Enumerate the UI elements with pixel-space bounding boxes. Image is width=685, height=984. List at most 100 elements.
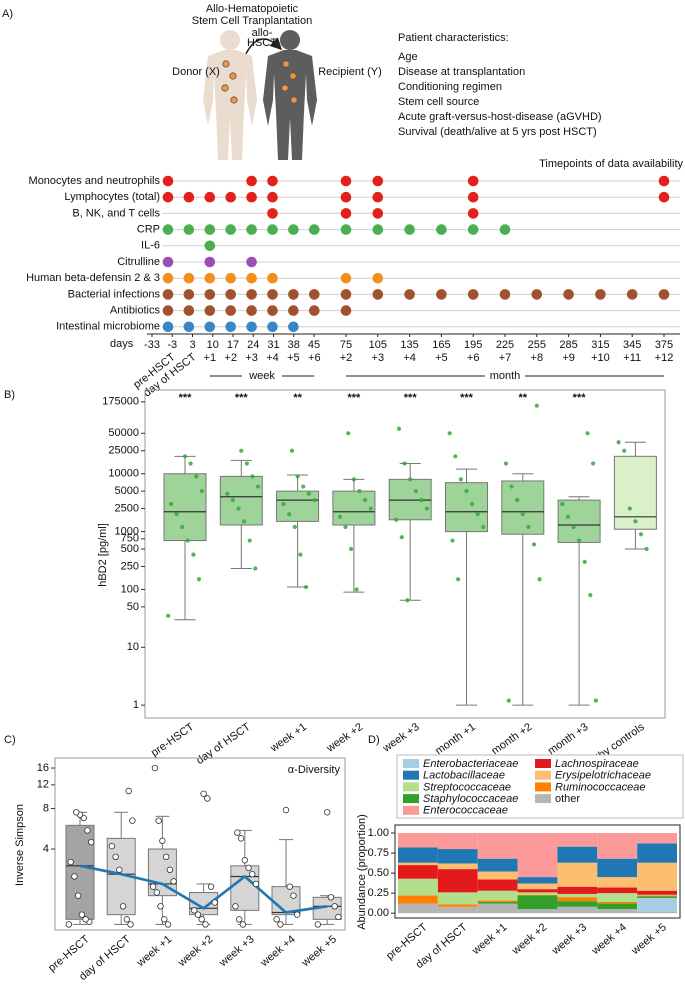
availability-dot bbox=[531, 289, 543, 300]
data-point bbox=[202, 921, 209, 928]
bar-segment bbox=[477, 879, 518, 891]
data-point bbox=[166, 866, 174, 874]
data-point bbox=[357, 489, 362, 494]
timepoint-label: +4 bbox=[403, 352, 416, 364]
timepoint-label: +2 bbox=[340, 352, 353, 364]
availability-dot bbox=[499, 289, 511, 300]
bar-segment bbox=[557, 833, 598, 847]
bar-segment bbox=[517, 833, 558, 878]
availability-dot bbox=[225, 191, 236, 203]
data-point bbox=[166, 613, 171, 618]
data-point bbox=[191, 907, 198, 914]
data-point bbox=[282, 806, 290, 814]
data-point bbox=[153, 889, 160, 896]
y-tick-label: 8 bbox=[43, 802, 49, 814]
availability-dot bbox=[626, 289, 638, 300]
data-point bbox=[560, 501, 565, 507]
data-point bbox=[180, 524, 185, 530]
data-point bbox=[157, 903, 164, 910]
timepoint-label: +5 bbox=[287, 352, 300, 364]
x-tick-label: month +1 bbox=[433, 721, 478, 757]
data-point bbox=[327, 894, 335, 901]
data-point bbox=[159, 837, 166, 845]
y-tick-label: 1 bbox=[133, 699, 139, 711]
data-point bbox=[331, 903, 338, 910]
x-tick-label: 375 bbox=[655, 339, 673, 351]
availability-dot bbox=[340, 175, 352, 187]
data-point bbox=[363, 498, 368, 503]
x-tick-label: week +3 bbox=[380, 721, 422, 755]
y-tick-label: 50000 bbox=[108, 427, 139, 439]
data-point bbox=[235, 916, 243, 923]
data-point bbox=[182, 454, 188, 459]
data-point bbox=[456, 577, 461, 582]
data-point bbox=[509, 484, 514, 489]
bar-segment bbox=[517, 894, 558, 896]
availability-dot bbox=[563, 289, 574, 300]
data-point bbox=[346, 431, 351, 436]
availability-dot bbox=[204, 256, 216, 268]
availability-dot bbox=[267, 305, 278, 316]
availability-dot bbox=[204, 321, 216, 333]
x-tick-label: month +3 bbox=[546, 721, 591, 757]
data-point bbox=[200, 790, 207, 797]
data-point bbox=[306, 491, 311, 496]
organ-dot bbox=[282, 60, 290, 68]
data-point bbox=[247, 538, 252, 543]
data-point bbox=[298, 552, 303, 557]
data-point bbox=[303, 584, 309, 590]
bar-segment bbox=[437, 906, 478, 914]
availability-dot bbox=[467, 175, 479, 187]
data-point bbox=[225, 491, 230, 496]
characteristic: Survival (death/alive at 5 yrs post HSCT… bbox=[398, 126, 597, 138]
organ-dot bbox=[222, 60, 230, 68]
organ-dot bbox=[230, 96, 238, 104]
legend-swatch bbox=[403, 759, 419, 768]
y-tick-label: 750 bbox=[121, 533, 139, 545]
panel-label: A) bbox=[2, 8, 13, 20]
data-point bbox=[506, 698, 511, 703]
data-point bbox=[123, 916, 130, 923]
timepoint-label: +7 bbox=[499, 352, 512, 364]
legend-label: Enterococcaceae bbox=[423, 805, 508, 817]
availability-dot bbox=[162, 256, 174, 268]
timepoint-label: +11 bbox=[623, 352, 641, 364]
x-tick-label: week +2 bbox=[324, 721, 366, 755]
bar-segment bbox=[437, 904, 478, 907]
y-tick-label: 175000 bbox=[102, 396, 139, 408]
data-point bbox=[65, 921, 72, 928]
data-point bbox=[149, 883, 157, 890]
y-tick-label: 1.00 bbox=[368, 827, 389, 839]
data-point bbox=[294, 911, 301, 918]
bar-segment bbox=[437, 849, 478, 864]
data-point bbox=[211, 899, 218, 906]
data-point bbox=[368, 506, 373, 511]
availability-dot bbox=[404, 289, 415, 300]
donor-body bbox=[203, 50, 257, 160]
data-point bbox=[534, 403, 539, 408]
row-label: Lymphocytes (total) bbox=[64, 191, 160, 203]
data-point bbox=[87, 838, 95, 846]
y-tick-label: 0.00 bbox=[368, 907, 389, 919]
bar-segment bbox=[398, 865, 438, 879]
data-point bbox=[402, 461, 407, 466]
timepoint-label: +3 bbox=[245, 352, 258, 364]
data-point bbox=[161, 916, 168, 923]
availability-dot bbox=[183, 289, 195, 300]
data-point bbox=[394, 517, 399, 522]
row-label: Monocytes and neutrophils bbox=[29, 175, 161, 187]
data-point bbox=[174, 512, 179, 517]
availability-dot bbox=[658, 289, 670, 300]
x-tick-label: 135 bbox=[400, 339, 418, 351]
row-label: IL-6 bbox=[141, 240, 160, 252]
characteristics-title: Patient characteristics: bbox=[398, 32, 509, 44]
y-tick-label: 50 bbox=[127, 601, 139, 613]
data-point bbox=[125, 787, 132, 795]
data-point bbox=[188, 461, 193, 466]
x-tick-label: week +5 bbox=[299, 933, 339, 969]
availability-dot bbox=[309, 224, 320, 235]
availability-dot bbox=[183, 224, 195, 235]
data-point bbox=[249, 870, 256, 878]
legend-label: Lachnospiraceae bbox=[555, 758, 639, 770]
data-point bbox=[349, 546, 354, 552]
